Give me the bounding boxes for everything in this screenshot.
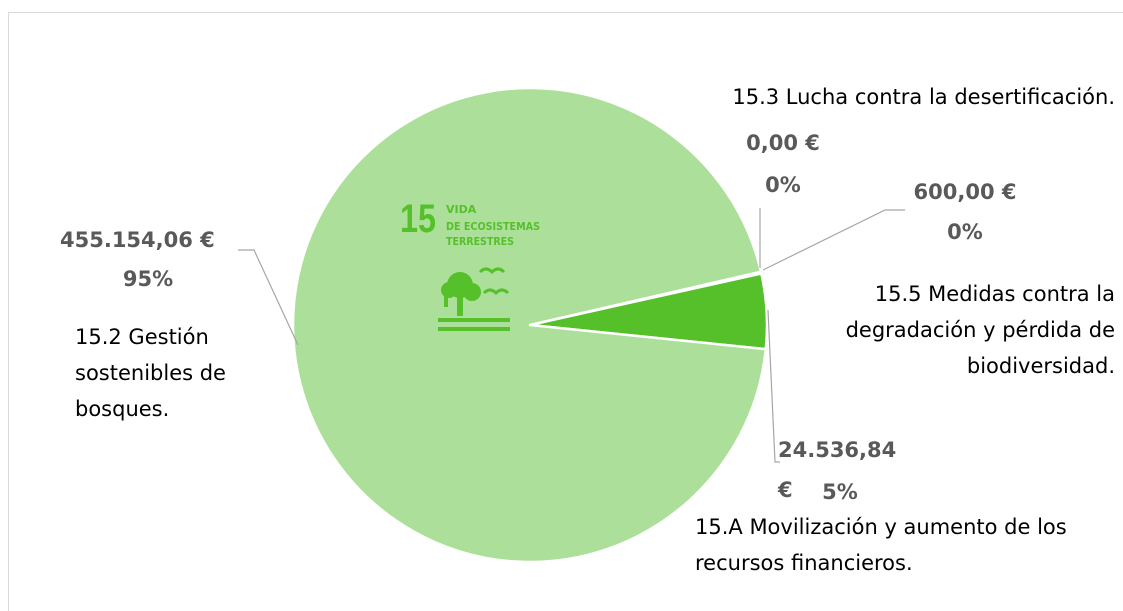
value-label: 455.154,06 €	[60, 228, 215, 252]
leader-line	[238, 249, 299, 346]
category-label: 15.5 Medidas contra la degradación y pér…	[845, 282, 1115, 378]
leader-line	[767, 309, 780, 463]
leader-line	[762, 209, 905, 271]
value-label: 24.536,84 €	[778, 438, 897, 502]
category-label: 15.A Movilización y aumento de los recur…	[695, 515, 1067, 575]
value-label: 600,00 €	[913, 180, 1017, 204]
pie-slice	[291, 86, 768, 564]
percent-label: 95%	[122, 267, 174, 291]
pie	[291, 86, 769, 564]
icon-number: 15	[400, 197, 436, 241]
category-label: 15.2 Gestión sostenibles de bosques.	[75, 325, 226, 421]
percent-label: 0%	[765, 173, 801, 197]
icon-text: TERRESTRES	[446, 235, 514, 248]
icon-drawing	[438, 267, 510, 331]
value-label: 0,00 €	[746, 131, 820, 155]
percent-label: 5%	[822, 480, 858, 504]
category-label: 15.3 Lucha contra la desertificación.	[732, 85, 1115, 109]
icon-text: VIDA	[446, 203, 477, 216]
percent-label: 0%	[947, 220, 983, 244]
sdg-icon: 15 VIDA DE ECOSISTEMAS TERRESTRES	[400, 197, 540, 331]
chart-border	[8, 12, 1123, 611]
icon-text: DE ECOSISTEMAS	[446, 220, 540, 233]
leader-lines	[238, 208, 905, 463]
